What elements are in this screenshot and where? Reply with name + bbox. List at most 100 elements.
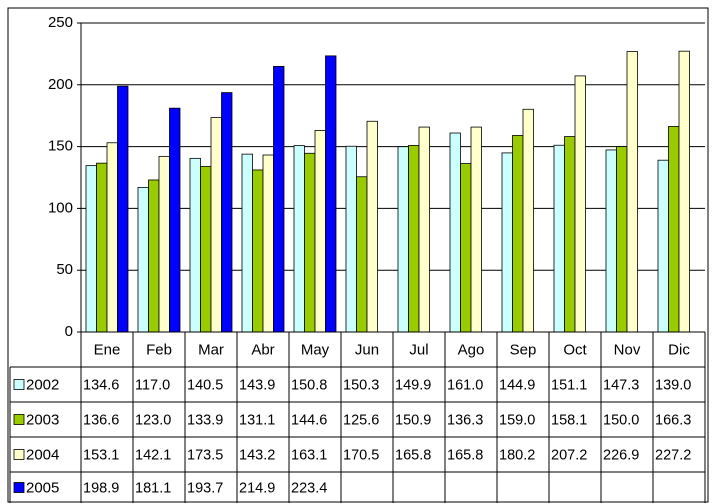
x-tick-label: Abr [251, 341, 274, 358]
table-value: 143.9 [239, 377, 275, 393]
bar [169, 107, 181, 333]
x-tick-label: Feb [146, 341, 172, 358]
table-value: 147.3 [603, 377, 639, 393]
bar [366, 120, 378, 333]
table-value: 117.0 [135, 377, 170, 393]
bar [512, 135, 524, 333]
bar [96, 162, 108, 333]
table-value: 165.8 [447, 447, 483, 463]
table-value: 144.6 [291, 412, 327, 428]
bar [668, 126, 680, 333]
x-tick-label: Nov [614, 341, 641, 358]
bar [85, 165, 97, 333]
table-value: 158.1 [551, 412, 587, 428]
table-value: 139.0 [655, 377, 691, 393]
bar [356, 176, 368, 333]
bar [210, 117, 222, 333]
bar [616, 146, 628, 333]
bar [522, 108, 534, 333]
bar [293, 145, 305, 333]
table-value: 131.1 [239, 412, 275, 428]
legend-label: 2002 [26, 376, 59, 393]
table-value: 198.9 [83, 480, 119, 496]
bar [460, 163, 472, 333]
table-value: 150.8 [291, 377, 327, 393]
legend-label: 2005 [26, 479, 59, 496]
table-value: 173.5 [187, 447, 223, 463]
table-value: 140.5 [187, 377, 223, 393]
legend-key [13, 379, 25, 390]
bar [418, 126, 430, 333]
y-tick-label: 200 [48, 76, 73, 93]
table-value: 153.1 [83, 447, 119, 463]
bar [574, 75, 586, 333]
bar [137, 186, 149, 333]
bar [148, 179, 160, 333]
y-tick-label: 150 [48, 138, 73, 155]
legend-key [13, 449, 25, 460]
x-tick-label: Ene [94, 341, 121, 358]
table-value: 144.9 [499, 377, 535, 393]
table-value: 143.2 [239, 447, 275, 463]
table-value: 207.2 [551, 447, 587, 463]
table-value: 150.3 [343, 377, 379, 393]
table-value: 134.6 [83, 377, 119, 393]
bar [117, 85, 129, 333]
table-value: 149.9 [395, 377, 431, 393]
table-value: 163.1 [291, 447, 327, 463]
table-value: 214.9 [239, 480, 275, 496]
table-value: 151.1 [551, 377, 587, 393]
table-value: 125.6 [343, 412, 379, 428]
bar [501, 152, 513, 333]
y-tick-label: 50 [56, 261, 73, 278]
table-value: 136.3 [447, 412, 483, 428]
table-value: 150.0 [603, 412, 639, 428]
x-tick-label: Dic [668, 341, 690, 358]
bar [325, 55, 337, 333]
bar [241, 153, 253, 333]
bar [158, 155, 170, 333]
y-tick-label: 100 [48, 199, 73, 216]
bar [304, 152, 316, 333]
table-value: 227.2 [655, 447, 691, 463]
bar [252, 169, 264, 333]
table-value: 123.0 [135, 412, 171, 428]
bar [200, 166, 212, 333]
bar [106, 142, 118, 333]
table-value: 166.3 [655, 412, 691, 428]
x-tick-label: Oct [563, 341, 587, 358]
x-tick-label: Jun [355, 341, 379, 358]
bar [273, 65, 285, 333]
legend-label: 2003 [26, 411, 59, 428]
bar [189, 157, 201, 333]
table-value: 159.0 [499, 412, 535, 428]
bar [657, 159, 669, 333]
y-tick-label: 0 [65, 323, 73, 340]
bar [221, 92, 233, 333]
x-tick-label: Sep [510, 341, 537, 358]
table-value: 165.8 [395, 447, 431, 463]
table-value: 136.6 [83, 412, 119, 428]
x-tick-label: May [301, 341, 330, 358]
table-value: 223.4 [291, 480, 327, 496]
bar [449, 132, 461, 333]
table-value: 170.5 [343, 447, 379, 463]
x-tick-label: Jul [409, 341, 428, 358]
table-value: 150.9 [395, 412, 431, 428]
bar [626, 51, 638, 333]
bar [314, 130, 326, 333]
bar [564, 136, 576, 333]
x-tick-label: Ago [458, 341, 485, 358]
table-value: 161.0 [447, 377, 483, 393]
table-value: 181.1 [135, 480, 171, 496]
x-tick-label: Mar [198, 341, 224, 358]
legend-key [13, 482, 25, 493]
table-value: 226.9 [603, 447, 639, 463]
y-tick-label: 250 [48, 14, 73, 31]
table-value: 142.1 [135, 447, 171, 463]
bar [470, 126, 482, 333]
bar [345, 145, 357, 333]
legend-label: 2004 [26, 446, 59, 463]
bar [408, 145, 420, 333]
